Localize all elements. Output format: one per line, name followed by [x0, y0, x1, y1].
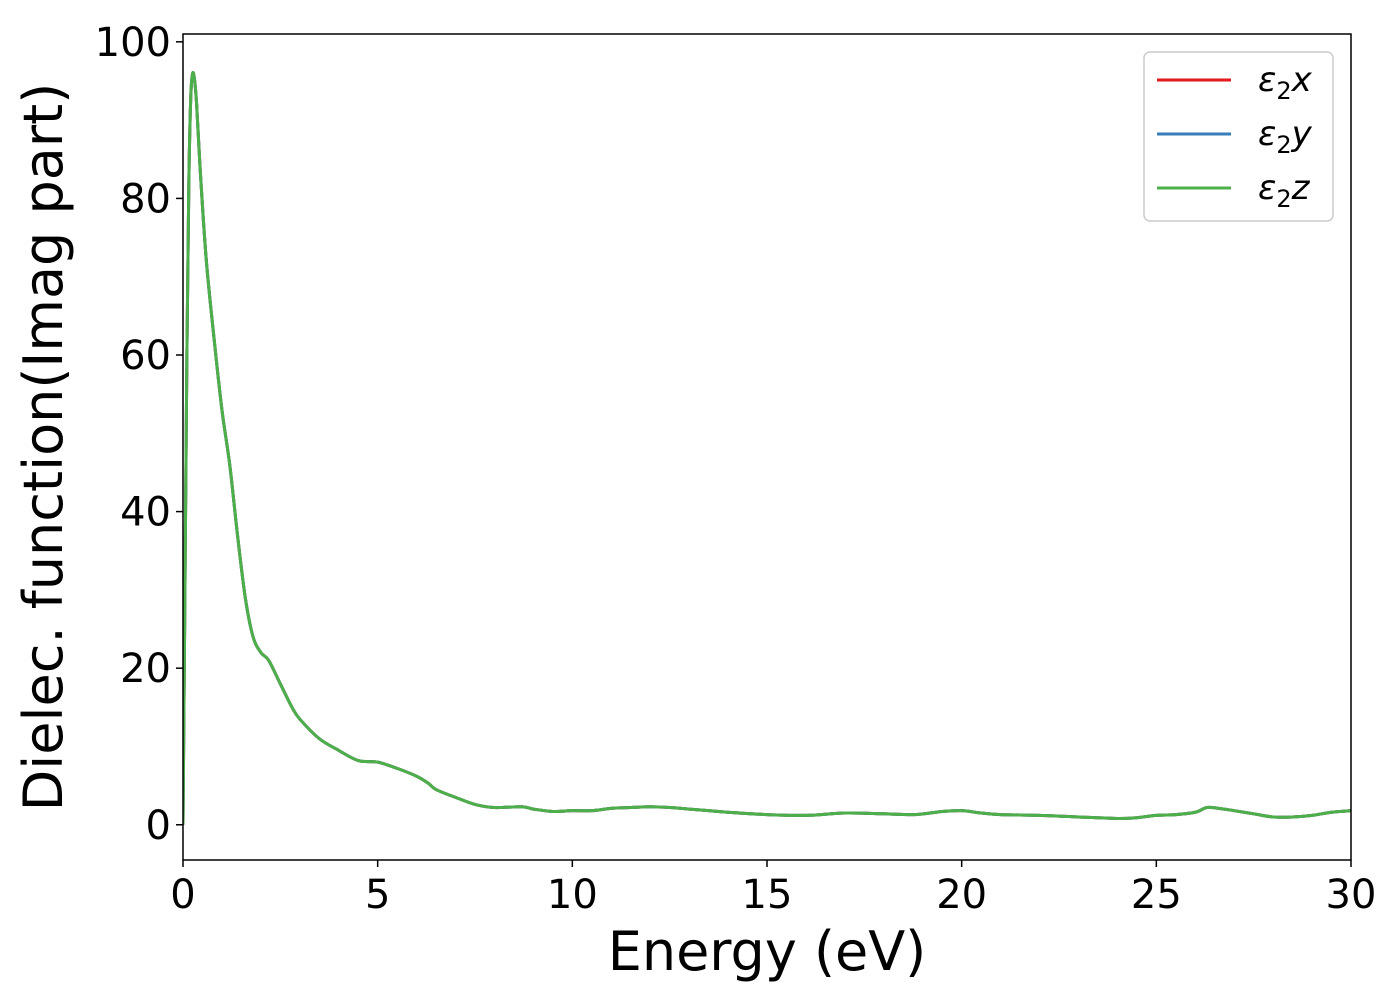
legend-box [1143, 51, 1334, 222]
y-tick-label: 80 [120, 176, 171, 222]
y-axis-ticks: 0 20 40 60 80 100 [95, 20, 183, 849]
x-tick-label: 15 [742, 872, 793, 918]
legend-label-z: ε2z [1258, 168, 1311, 213]
x-axis-ticks: 0 5 10 15 20 25 30 [170, 860, 1376, 918]
x-tick-label: 5 [365, 872, 390, 918]
legend-label-x: ε2x [1258, 60, 1313, 105]
y-tick-label: 20 [120, 646, 171, 692]
legend-label-y: ε2y [1258, 114, 1313, 159]
y-tick-label: 0 [146, 803, 171, 849]
legend: ε2x ε2y ε2z [1143, 51, 1334, 222]
x-axis-label: Energy (eV) [608, 920, 927, 983]
x-tick-label: 30 [1326, 872, 1377, 918]
plot-series-group [183, 71, 1351, 825]
y-tick-label: 100 [95, 20, 171, 66]
series-line-z [183, 71, 1351, 825]
x-tick-label: 25 [1131, 872, 1182, 918]
x-tick-label: 0 [170, 872, 195, 918]
x-tick-label: 10 [547, 872, 598, 918]
y-axis-label: Dielec. function(Imag part) [12, 83, 75, 812]
y-tick-label: 60 [120, 333, 171, 379]
x-tick-label: 20 [936, 872, 987, 918]
y-tick-label: 40 [120, 490, 171, 536]
